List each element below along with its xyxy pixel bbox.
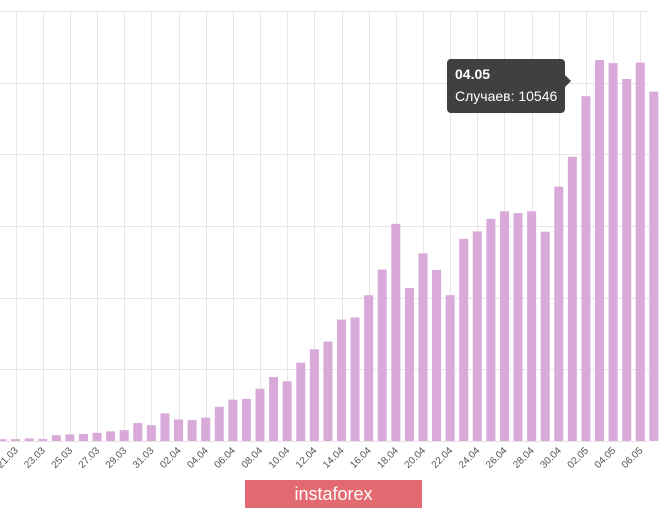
x-tick-label: 12.04 — [294, 445, 320, 471]
x-tick-label: 31.03 — [131, 445, 157, 471]
x-tick-label: 04.04 — [185, 445, 211, 471]
bar-04.05[interactable] — [608, 63, 618, 441]
bar-02.04[interactable] — [174, 419, 184, 441]
bar-20.04[interactable] — [418, 253, 428, 441]
hover-tooltip: 04.05 Случаев: 10546 — [447, 59, 572, 113]
x-tick-label: 02.05 — [566, 445, 592, 471]
bar-10.04[interactable] — [282, 381, 292, 441]
x-tick-label: 06.04 — [213, 445, 239, 471]
x-tick-label: 18.04 — [375, 445, 401, 471]
bar-03.04[interactable] — [187, 420, 197, 441]
bar-18.04[interactable] — [391, 223, 401, 441]
bar-01.04[interactable] — [160, 413, 170, 441]
bar-29.03[interactable] — [119, 430, 129, 441]
x-tick-label: 22.04 — [430, 445, 456, 471]
bar-11.04[interactable] — [296, 362, 306, 441]
bar-06.05[interactable] — [635, 62, 645, 441]
x-tick-label: 30.04 — [538, 445, 564, 471]
bar-27.03[interactable] — [92, 432, 102, 441]
x-tick-label: 26.04 — [484, 445, 510, 471]
bar-15.04[interactable] — [350, 317, 360, 441]
x-tick-label: 14.04 — [321, 445, 347, 471]
bar-24.04[interactable] — [472, 231, 482, 441]
x-tick-label: 29.03 — [104, 445, 130, 471]
bar-24.03[interactable] — [51, 435, 61, 441]
x-tick-label: 23.03 — [22, 445, 48, 471]
bar-27.04[interactable] — [513, 213, 523, 441]
bar-14.04[interactable] — [337, 319, 346, 441]
bar-23.03[interactable] — [38, 438, 48, 441]
bar-20.03[interactable] — [0, 439, 7, 441]
bar-08.04[interactable] — [255, 388, 265, 441]
bar-22.03[interactable] — [24, 438, 34, 441]
bar-28.03[interactable] — [106, 431, 116, 441]
bar-21.03[interactable] — [11, 439, 21, 441]
bar-26.03[interactable] — [78, 433, 88, 441]
x-tick-label: 24.04 — [457, 445, 483, 471]
bar-09.04[interactable] — [269, 377, 279, 441]
bar-12.04[interactable] — [309, 349, 319, 441]
bar-03.05[interactable] — [595, 59, 605, 441]
bar-05.05[interactable] — [622, 79, 632, 441]
bar-29.04[interactable] — [540, 231, 550, 441]
x-tick-labels: 21.03 23.03 25.03 27.03 29.03 31.03 02.04 04.04… — [0, 445, 646, 471]
bar-07.05[interactable] — [649, 91, 659, 442]
tooltip-date: 04.05 — [455, 66, 491, 82]
bar-31.03[interactable] — [146, 425, 156, 441]
bar-07.04[interactable] — [241, 398, 251, 441]
instaforex-logo[interactable]: instaforex — [245, 480, 422, 508]
bar-05.04[interactable] — [214, 406, 224, 441]
x-tick-label: 28.04 — [511, 445, 537, 471]
x-tick-label: 02.04 — [158, 445, 184, 471]
bar-21.04[interactable] — [432, 269, 442, 441]
x-tick-label: 20.04 — [403, 445, 429, 471]
x-tick-label: 04.05 — [593, 445, 619, 471]
bar-02.05[interactable] — [581, 96, 591, 442]
x-tick-label: 08.04 — [240, 445, 266, 471]
bar-30.03[interactable] — [133, 423, 143, 441]
x-tick-label: 27.03 — [77, 445, 103, 471]
bar-25.03[interactable] — [65, 434, 75, 441]
x-tick-label: 16.04 — [348, 445, 374, 471]
bar-22.04[interactable] — [445, 295, 455, 441]
bar-25.04[interactable] — [486, 218, 496, 441]
logo-text: instaforex — [294, 484, 373, 504]
bar-26.04[interactable] — [499, 211, 509, 441]
tooltip-value: Случаев: 10546 — [455, 88, 558, 104]
bar-04.04[interactable] — [201, 417, 211, 441]
bar-01.05[interactable] — [567, 156, 577, 442]
bar-23.04[interactable] — [459, 238, 469, 441]
bar-13.04[interactable] — [323, 341, 333, 441]
x-tick-label: 21.03 — [0, 445, 21, 471]
bar-19.04[interactable] — [404, 288, 414, 441]
bar-17.04[interactable] — [377, 269, 387, 441]
x-tick-label: 25.03 — [50, 445, 76, 471]
bar-30.04[interactable] — [554, 186, 564, 441]
bar-16.04[interactable] — [364, 295, 374, 441]
x-tick-label: 06.05 — [620, 445, 646, 471]
x-tick-label: 10.04 — [267, 445, 293, 471]
bar-28.04[interactable] — [527, 211, 537, 441]
bar-06.04[interactable] — [228, 399, 238, 441]
bars — [0, 59, 659, 442]
